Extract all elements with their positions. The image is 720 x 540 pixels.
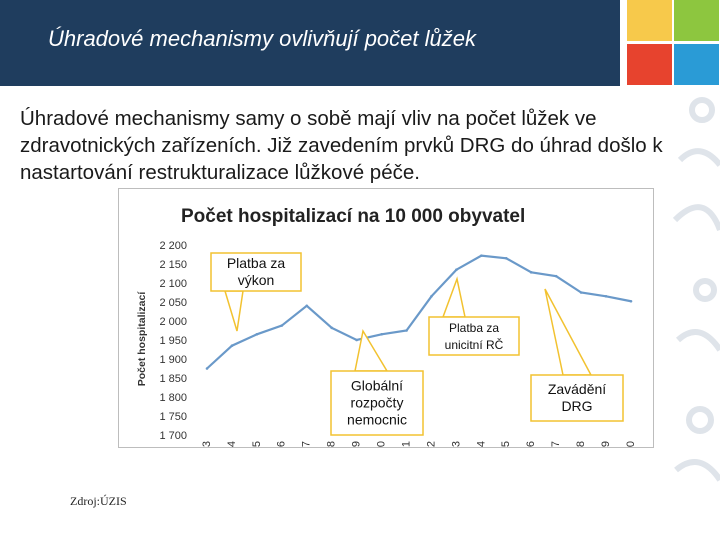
callout-text: Platba za	[227, 255, 286, 271]
x-tick-label: 1994	[226, 441, 238, 447]
x-tick-label: 2001	[400, 441, 412, 447]
y-tick-label: 1 750	[159, 411, 187, 423]
series-line	[206, 254, 632, 370]
data-point	[205, 367, 209, 370]
data-point	[230, 344, 234, 347]
x-tick-label: 1999	[351, 441, 363, 447]
chart-panel: Počet hospitalizací na 10 000 obyvatel P…	[118, 188, 654, 465]
callout-text: DRG	[561, 398, 592, 414]
y-tick-label: 2 100	[159, 278, 187, 290]
callout-pointer	[223, 290, 244, 332]
callout-box	[210, 252, 302, 292]
tile-blue	[674, 44, 719, 85]
slide-title: Úhradové mechanismy ovlivňují počet lůže…	[48, 26, 476, 51]
y-tick-label: 1 900	[159, 354, 187, 366]
tile-red	[627, 44, 672, 85]
line-chart: Počet hospitalizací na 10 000 obyvatel P…	[136, 206, 637, 465]
data-point	[380, 333, 383, 336]
x-tick-label: 2003	[450, 441, 462, 447]
chart-title: Počet hospitalizací na 10 000 obyvatel	[181, 206, 525, 227]
callout-text: Globální	[351, 378, 403, 394]
data-point	[305, 304, 309, 308]
x-tick-label: 1996	[276, 441, 288, 447]
data-point	[330, 326, 334, 330]
callout-text: rozpočty	[351, 395, 404, 411]
x-tick-label: 2007	[550, 441, 562, 447]
data-point	[405, 329, 408, 332]
x-tick-label: 1998	[326, 441, 338, 447]
data-point	[579, 291, 583, 294]
color-tiles	[624, 0, 720, 86]
callout-text: Platba za	[449, 321, 499, 335]
x-tick-label: 1995	[251, 441, 263, 447]
x-tick-label: 2006	[525, 441, 537, 447]
y-tick-label: 2 200	[159, 240, 187, 252]
y-tick-label: 1 800	[159, 392, 187, 404]
source-note: Zdroj:ÚZIS	[70, 494, 127, 508]
y-tick-label: 2 000	[159, 316, 187, 328]
data-point	[255, 333, 259, 336]
y-tick-label: 1 850	[159, 373, 187, 385]
y-tick-label: 2 050	[159, 297, 187, 309]
callout-box	[428, 316, 520, 356]
y-tick-label: 2 150	[159, 259, 187, 271]
callout-text: Zavádění	[548, 381, 606, 397]
tile-yellow	[627, 0, 672, 41]
callout-box	[530, 374, 624, 422]
callout-pointer	[441, 276, 466, 318]
data-point	[554, 274, 558, 278]
callout-text: nemocnic	[347, 412, 407, 428]
x-tick-label: 1997	[301, 441, 313, 447]
x-tick-label: 1993	[201, 441, 213, 447]
tile-green	[674, 0, 719, 41]
data-point	[504, 257, 508, 260]
data-point	[455, 268, 458, 271]
body-paragraph: Úhradové mechanismy samy o sobě mají vli…	[20, 107, 663, 184]
x-tick-label: 2010	[625, 441, 637, 447]
y-axis-label: Počet hospitalizací	[136, 291, 148, 387]
y-tick-label: 1 700	[159, 430, 187, 442]
data-point	[629, 299, 633, 303]
y-tick-label: 1 950	[159, 335, 187, 347]
x-tick-label: 2009	[600, 441, 612, 447]
data-point	[604, 295, 608, 298]
callout-box	[330, 370, 424, 436]
title-bar: Úhradové mechanismy ovlivňují počet lůže…	[0, 0, 620, 86]
data-point	[529, 271, 533, 274]
data-point	[430, 295, 433, 298]
x-tick-label: 2005	[500, 441, 512, 447]
x-tick-label: 2004	[475, 441, 487, 447]
decorative-figures	[672, 97, 720, 482]
data-point	[480, 254, 483, 257]
callout-text: unicitní RČ	[445, 337, 504, 352]
data-point	[355, 338, 358, 342]
callout-pointer	[544, 288, 593, 376]
x-tick-label: 2008	[575, 441, 587, 447]
callout-text: výkon	[238, 272, 275, 288]
data-point	[280, 324, 284, 327]
